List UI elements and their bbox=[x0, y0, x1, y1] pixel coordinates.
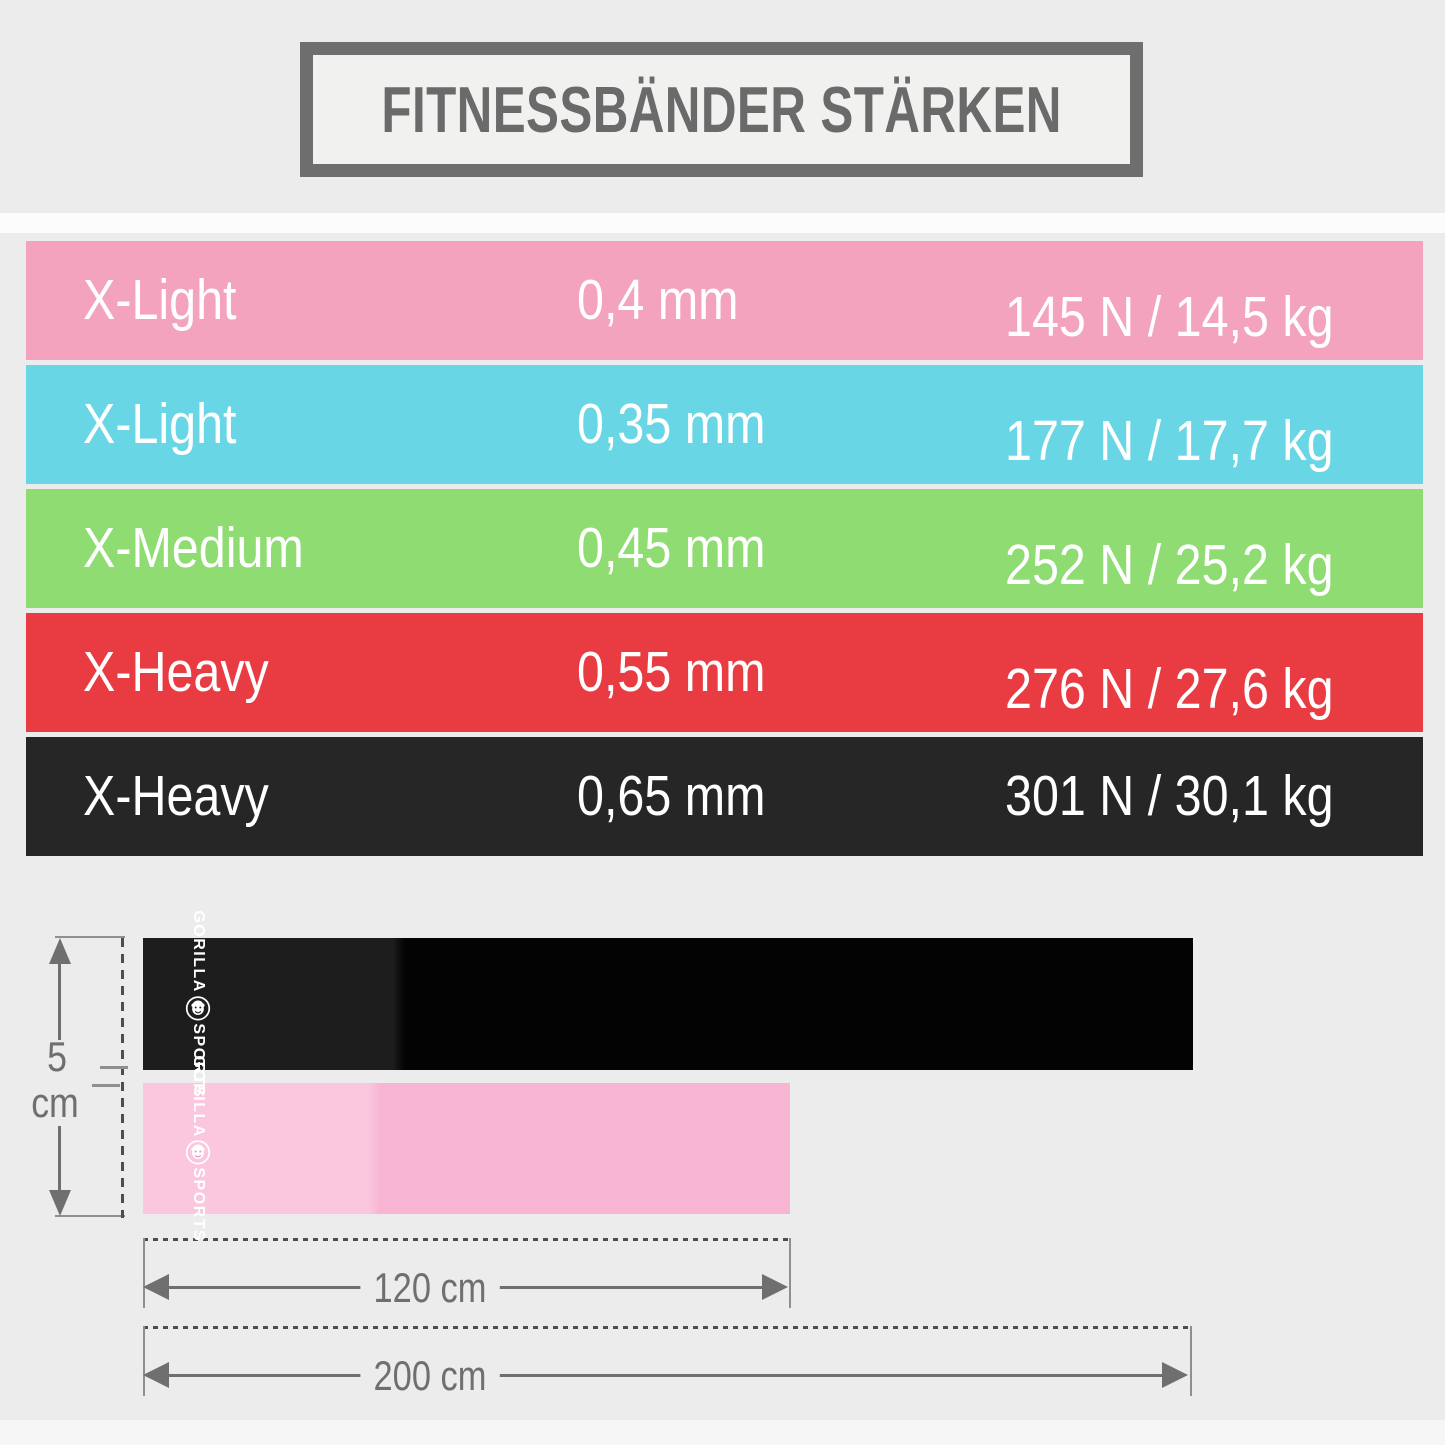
logo-word-gorilla: GORILLA bbox=[190, 910, 207, 993]
dim-200-right-tick bbox=[1190, 1326, 1192, 1396]
band-level: X-Heavy bbox=[83, 764, 269, 828]
table-row: X-Medium 0,45 mm 252 N / 25,2 kg bbox=[26, 489, 1423, 608]
height-dim-bottom-extension-line bbox=[55, 1215, 125, 1217]
table-row: X-Light 0,4 mm 145 N / 14,5 kg bbox=[26, 241, 1423, 360]
height-dim-unit: cm bbox=[31, 1079, 79, 1126]
band-resistance: 145 N / 14,5 kg bbox=[1005, 285, 1334, 349]
dim-200-label: 200 cm bbox=[360, 1352, 500, 1400]
product-band-pink: GORILLA SPORTS bbox=[143, 1055, 790, 1242]
table-row: X-Light 0,35 mm 177 N / 17,7 kg bbox=[26, 365, 1423, 484]
dim-120-label: 120 cm bbox=[360, 1264, 500, 1312]
height-dim-value: 5 bbox=[47, 1033, 67, 1080]
band-resistance: 252 N / 25,2 kg bbox=[1005, 533, 1334, 597]
band-resistance: 276 N / 27,6 kg bbox=[1005, 657, 1334, 721]
table-row: X-Heavy 0,55 mm 276 N / 27,6 kg bbox=[26, 613, 1423, 732]
gorilla-sports-logo: GORILLA SPORTS bbox=[185, 910, 211, 1098]
gorilla-sports-logo: GORILLA SPORTS bbox=[185, 1055, 211, 1242]
band-level: X-Light bbox=[83, 392, 237, 456]
band-thickness: 0,35 mm bbox=[577, 392, 766, 456]
band-level: X-Medium bbox=[83, 516, 304, 580]
title-box: FITNESSBÄNDER STÄRKEN bbox=[300, 42, 1143, 177]
band-resistance: 301 N / 30,1 kg bbox=[1005, 764, 1334, 828]
height-dim-dashed-line bbox=[121, 938, 124, 1218]
arrow-right-icon bbox=[1162, 1362, 1188, 1388]
product-band-black: GORILLA SPORTS bbox=[143, 910, 1193, 1098]
arrow-up-icon bbox=[49, 938, 71, 964]
dim-120-left-tick bbox=[143, 1238, 145, 1308]
top-separator-strip bbox=[0, 213, 1445, 233]
gorilla-head-icon bbox=[185, 1139, 211, 1165]
height-dim-top-extension-line bbox=[55, 936, 125, 938]
dim-120-dashed-line bbox=[143, 1238, 791, 1241]
band-thickness: 0,55 mm bbox=[577, 640, 766, 704]
band-thickness: 0,4 mm bbox=[577, 268, 739, 332]
arrow-left-icon bbox=[143, 1362, 169, 1388]
dim-120-right-tick bbox=[789, 1238, 791, 1308]
dim-200-shaft bbox=[150, 1374, 1162, 1377]
height-dim-shaft-bottom bbox=[58, 1126, 61, 1190]
band-resistance: 177 N / 17,7 kg bbox=[1005, 409, 1334, 473]
band-level: X-Light bbox=[83, 268, 237, 332]
band-thickness: 0,45 mm bbox=[577, 516, 766, 580]
page-title: FITNESSBÄNDER STÄRKEN bbox=[381, 73, 1062, 146]
gorilla-head-icon bbox=[185, 995, 211, 1021]
height-dim-tick-lower bbox=[92, 1084, 120, 1087]
dim-200-dashed-line bbox=[143, 1326, 1192, 1329]
table-row: X-Heavy 0,65 mm 301 N / 30,1 kg bbox=[26, 737, 1423, 856]
arrow-left-icon bbox=[143, 1274, 169, 1300]
height-dim-shaft-top bbox=[58, 962, 61, 1040]
bottom-separator-strip bbox=[0, 1420, 1445, 1445]
arrow-right-icon bbox=[762, 1274, 788, 1300]
arrow-down-icon bbox=[49, 1190, 71, 1216]
height-dim-tick-upper bbox=[100, 1066, 128, 1069]
logo-word-sports: SPORTS bbox=[190, 1022, 207, 1098]
strength-table: X-Light 0,4 mm 145 N / 14,5 kg X-Light 0… bbox=[26, 241, 1423, 861]
band-level: X-Heavy bbox=[83, 640, 269, 704]
band-thickness: 0,65 mm bbox=[577, 764, 766, 828]
dim-200-left-tick bbox=[143, 1326, 145, 1396]
logo-word-gorilla: GORILLA bbox=[190, 1054, 207, 1138]
logo-word-sports: SPORTS bbox=[190, 1167, 207, 1243]
